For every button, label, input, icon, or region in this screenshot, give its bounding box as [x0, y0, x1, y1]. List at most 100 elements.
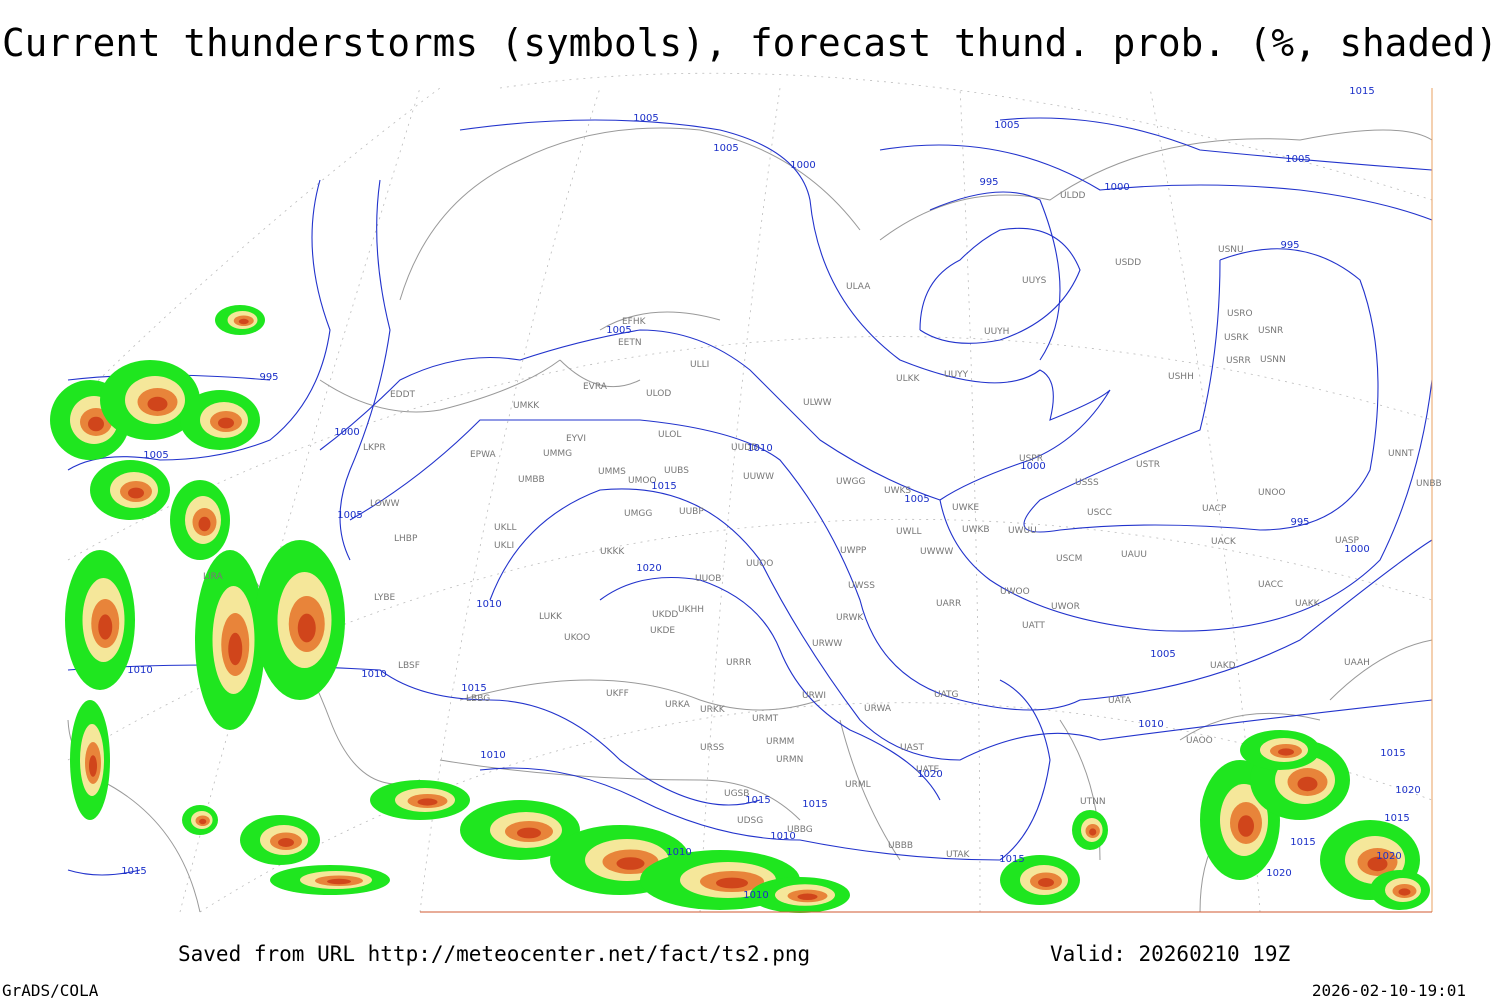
station-label: UGSB — [724, 789, 749, 799]
station-label: URWA — [864, 704, 892, 714]
isobar-label: 1005 — [1150, 649, 1175, 660]
prob-max — [278, 838, 294, 847]
isobar-label: 1010 — [127, 665, 152, 676]
station-label: UWLL — [896, 527, 922, 537]
station-label: UDSG — [737, 816, 763, 826]
isobar-label: 1020 — [917, 769, 942, 780]
station-label: URWK — [836, 613, 864, 623]
station-label: UUYH — [984, 327, 1009, 337]
prob-max — [1089, 828, 1097, 836]
station-label: URWI — [802, 691, 826, 701]
station-label: UBBG — [787, 825, 813, 835]
station-label: USNN — [1260, 355, 1286, 365]
station-label: UAAH — [1344, 658, 1370, 668]
station-label: URKA — [665, 700, 691, 710]
isobar-label: 1020 — [1376, 851, 1401, 862]
station-label: EDDT — [390, 390, 416, 400]
prob-max — [238, 318, 249, 325]
station-label: USSS — [1075, 478, 1099, 488]
station-label: ULAA — [846, 282, 871, 292]
graticule — [67, 72, 1433, 913]
timestamp: 2026-02-10-19:01 — [1312, 981, 1466, 1000]
station-label: UWPP — [840, 546, 867, 556]
isobar-label: 1010 — [476, 599, 501, 610]
prob-max — [98, 614, 113, 640]
prob-max — [1038, 878, 1054, 887]
prob-max — [218, 417, 234, 429]
station-label: UAKD — [1210, 661, 1236, 671]
station-label: LBSF — [398, 661, 420, 671]
station-label: UUBS — [664, 466, 689, 476]
isobar-label: 1015 — [1380, 748, 1405, 759]
isobars — [67, 117, 1433, 876]
isobar-label: 1015 — [1349, 86, 1374, 97]
station-label: UARR — [936, 599, 961, 609]
station-label: ULDD — [1060, 191, 1086, 201]
station-labels: ULDD USDD UUYS ULAA UUYH USNU USRO USRK USNR USRR… — [203, 191, 1442, 860]
isobar-label: 1015 — [802, 799, 827, 810]
prob-max — [1238, 815, 1254, 837]
isobar-label: 1005 — [1285, 154, 1310, 165]
station-label: UTAK — [946, 850, 971, 860]
isobar-label: 1015 — [1290, 837, 1315, 848]
station-label: URML — [845, 780, 871, 790]
station-label: UKDE — [650, 626, 675, 636]
isobar-label: 1000 — [1104, 182, 1129, 193]
station-label: UAST — [900, 743, 924, 753]
isobar-label: 1000 — [334, 427, 359, 438]
prob-max — [228, 632, 243, 666]
station-label: UWOO — [1000, 587, 1030, 597]
station-label: EETN — [618, 338, 642, 348]
isobar-label: 1005 — [143, 450, 168, 461]
isobar-labels: 1005 1005 1000 1005 995 1000 1005 1015 995 1005 99… — [121, 86, 1420, 901]
station-label: ULOD — [646, 389, 671, 399]
station-label: UTNN — [1080, 797, 1106, 807]
station-label: UUWW — [743, 472, 774, 482]
prob-max — [716, 877, 748, 889]
valid-time: Valid: 20260210 19Z — [1050, 942, 1290, 966]
saved-url: Saved from URL http://meteocenter.net/fa… — [178, 942, 810, 966]
station-label: ULOL — [658, 430, 681, 440]
isobar-label: 995 — [979, 177, 998, 188]
isobar-label: 1020 — [636, 563, 661, 574]
isobar-label: 1020 — [1395, 785, 1420, 796]
station-label: UMOO — [628, 476, 657, 486]
station-label: LYBE — [374, 593, 395, 603]
isobar-label: 1015 — [745, 795, 770, 806]
station-label: UAOO — [1186, 736, 1213, 746]
title: Current thunderstorms (symbols), forecas… — [2, 21, 1498, 65]
station-label: URKK — [700, 705, 726, 715]
prob-max — [89, 755, 97, 777]
station-label: UWSS — [848, 581, 875, 591]
station-label: USNR — [1258, 326, 1283, 336]
station-label: UWKE — [952, 503, 979, 513]
station-label: UATE — [916, 765, 940, 775]
station-label: UATA — [1108, 696, 1132, 706]
station-label: UNBB — [1416, 479, 1442, 489]
prob-max — [199, 818, 207, 825]
station-label: USRO — [1227, 309, 1253, 319]
station-label: UWUU — [1008, 526, 1037, 536]
station-label: USTR — [1136, 460, 1160, 470]
station-label: EVRA — [583, 382, 608, 392]
isobar-label: 1010 — [361, 669, 386, 680]
station-label: UAKK — [1295, 599, 1321, 609]
software: GrADS/COLA — [2, 981, 99, 1000]
station-label: UBBB — [888, 841, 913, 851]
station-label: URMN — [776, 755, 803, 765]
isobar-label: 1000 — [1020, 461, 1045, 472]
isobar-label: 1000 — [1344, 544, 1369, 555]
prob-max — [327, 878, 351, 885]
isobar-label: 1005 — [713, 143, 738, 154]
prob-max — [417, 798, 438, 806]
station-label: UKLL — [494, 523, 517, 533]
prob-max — [1297, 776, 1318, 792]
station-label: URMM — [766, 737, 794, 747]
station-label: USPR — [1019, 454, 1043, 464]
station-label: UUOO — [746, 559, 773, 569]
station-label: UUOB — [695, 574, 721, 584]
station-label: LKPR — [363, 443, 386, 453]
station-label: UWOR — [1051, 602, 1080, 612]
station-label: UKDD — [652, 610, 678, 620]
